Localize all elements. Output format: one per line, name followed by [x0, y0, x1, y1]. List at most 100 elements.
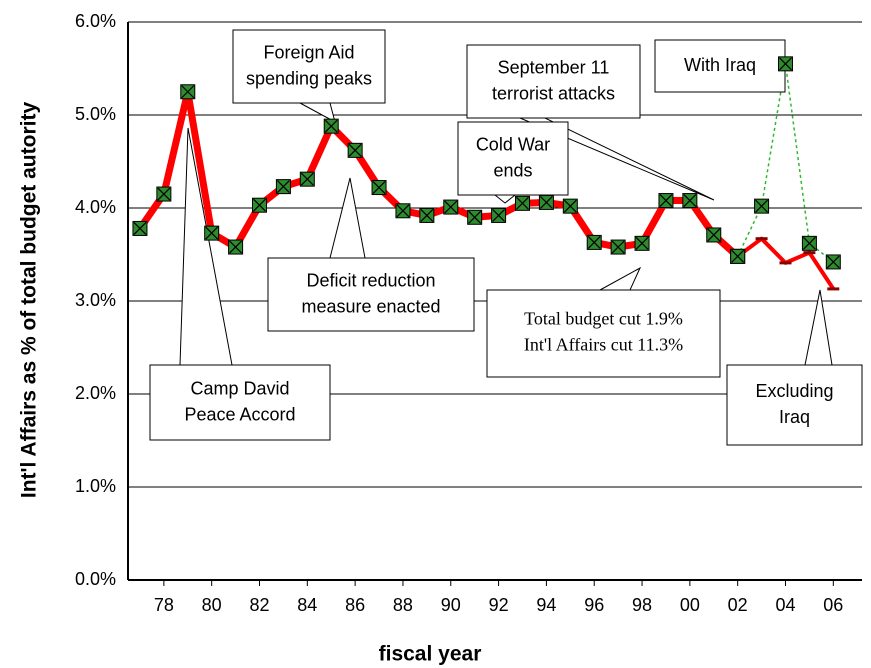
annotation-text: ends — [493, 160, 532, 180]
annotation-pointer — [179, 127, 233, 366]
marker-cross — [181, 85, 195, 99]
data-point — [538, 194, 554, 210]
marker-cross — [276, 180, 290, 194]
annotation-pointer — [299, 102, 336, 123]
annotation-text: spending peaks — [246, 68, 372, 88]
series-line — [137, 88, 741, 259]
marker-cross — [205, 226, 219, 240]
marker-cross — [133, 222, 147, 235]
y-tick-label: 2.0% — [75, 383, 116, 403]
data-point — [682, 193, 698, 209]
annotation-text: Deficit reduction — [306, 270, 435, 290]
annotation-pointer — [493, 194, 517, 204]
y-axis-label: Int'l Affairs as % of total budget autor… — [18, 102, 41, 499]
annotation-box — [457, 121, 569, 196]
annotation-pointer — [804, 289, 833, 366]
data-point — [323, 118, 339, 134]
marker-cross — [492, 209, 506, 222]
x-tick-label: 02 — [728, 595, 748, 615]
data-point — [443, 199, 459, 215]
data-point — [562, 198, 578, 214]
marker-cross — [683, 194, 697, 207]
x-tick-label: 82 — [249, 595, 269, 615]
marker-cross — [396, 204, 410, 218]
marker-cross — [253, 198, 266, 212]
data-point — [825, 254, 841, 270]
marker-cross — [420, 209, 434, 222]
marker-cross — [731, 249, 745, 263]
marker-cross — [229, 240, 243, 254]
x-tick-label: 84 — [297, 595, 317, 615]
x-tick-label: 80 — [202, 595, 222, 615]
annotation-box — [149, 364, 331, 441]
marker-cross — [516, 196, 529, 210]
x-tick-label: 78 — [154, 595, 174, 615]
y-tick-label: 5.0% — [75, 104, 116, 124]
annotation-box — [486, 289, 721, 378]
x-tick-label: 98 — [632, 595, 652, 615]
x-tick-label: 96 — [584, 595, 604, 615]
marker-cross — [802, 236, 816, 250]
annotation-box — [466, 44, 641, 119]
y-tick-label: 1.0% — [75, 476, 116, 496]
marker-cross — [324, 119, 338, 133]
annotation-text: Peace Accord — [184, 404, 295, 424]
marker-cross — [635, 236, 649, 250]
y-tick-label: 3.0% — [75, 290, 116, 310]
marker-cross — [372, 181, 386, 194]
annotation-text: Iraq — [779, 407, 810, 427]
annotation-pointer — [329, 177, 366, 259]
data-point — [180, 84, 196, 100]
annotation-box — [654, 39, 786, 93]
marker-cross — [444, 200, 458, 214]
marker-cross — [659, 194, 673, 207]
data-point — [371, 180, 387, 196]
y-tick-label: 6.0% — [75, 11, 116, 31]
y-tick-label: 4.0% — [75, 197, 116, 217]
y-tick-label: 0.0% — [75, 569, 116, 589]
data-point — [754, 198, 770, 214]
data-point — [299, 171, 315, 187]
data-point — [228, 239, 244, 255]
data-point — [275, 179, 291, 195]
data-point — [610, 239, 626, 255]
annotation-text: With Iraq — [684, 55, 756, 75]
annotation-pointer — [599, 266, 642, 291]
data-point — [730, 248, 746, 264]
marker-cross — [755, 199, 769, 213]
data-point — [347, 142, 363, 158]
annotation-text: measure enacted — [301, 296, 440, 316]
annotation-text: Int'l Affairs cut 11.3% — [524, 335, 683, 355]
data-point — [586, 234, 602, 250]
marker-cross — [779, 57, 792, 71]
data-point — [156, 186, 172, 202]
marker-cross — [587, 235, 601, 249]
data-point — [801, 235, 817, 251]
data-point — [491, 207, 507, 223]
annotation-text: Foreign Aid — [263, 42, 354, 62]
annotation-text: Total budget cut 1.9% — [524, 309, 683, 329]
x-tick-label: 90 — [441, 595, 461, 615]
x-tick-label: 88 — [393, 595, 413, 615]
data-point — [777, 56, 793, 72]
annotation-box — [267, 257, 475, 332]
x-axis-label: fiscal year — [379, 643, 482, 666]
x-tick-label: 94 — [536, 595, 556, 615]
annotation-text: terrorist attacks — [492, 83, 615, 103]
marker-cross — [611, 240, 625, 254]
marker-cross — [539, 195, 553, 209]
x-tick-label: 06 — [823, 595, 843, 615]
data-point — [395, 203, 411, 219]
data-point — [132, 220, 148, 236]
series-line — [736, 63, 834, 263]
annotation-box — [726, 364, 863, 446]
annotation-text: Excluding — [755, 381, 833, 401]
data-point — [419, 207, 435, 223]
data-point — [467, 209, 483, 225]
marker-cross — [707, 228, 721, 242]
marker-cross — [348, 143, 362, 157]
marker-cross — [563, 199, 577, 213]
data-point — [204, 225, 220, 241]
x-tick-label: 00 — [680, 595, 700, 615]
marker-cross — [468, 210, 482, 224]
